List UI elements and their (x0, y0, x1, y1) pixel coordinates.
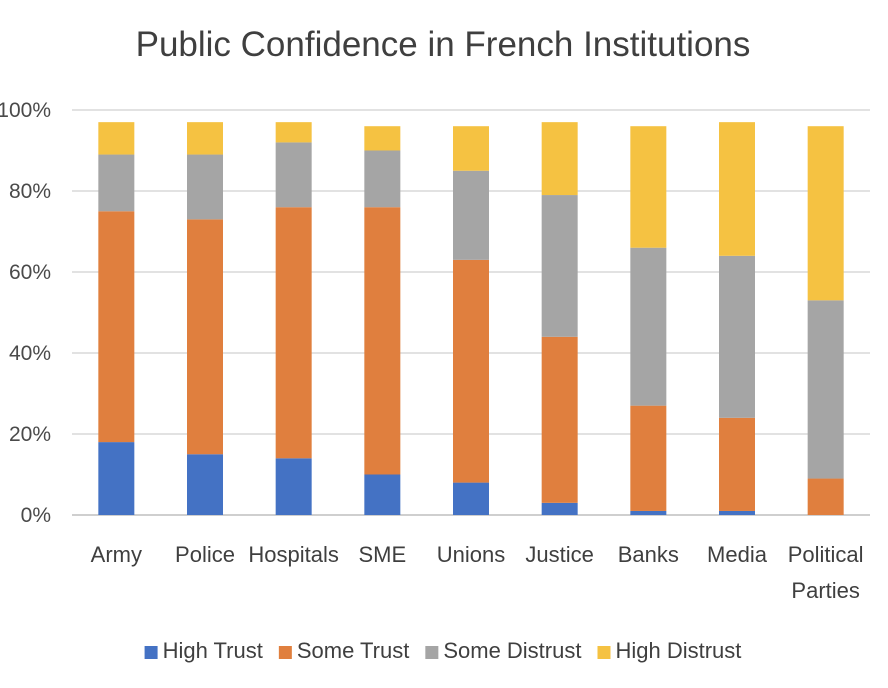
bars (98, 122, 844, 515)
y-tick-label: 20% (9, 423, 51, 446)
bar-hospitals-some-trust (275, 207, 312, 459)
bar-media-high-distrust (719, 122, 755, 256)
bar-police-high-trust (187, 454, 223, 515)
bar-unions-some-distrust (453, 170, 489, 260)
y-tick-label: 100% (0, 99, 51, 122)
legend-swatch-high-trust (144, 646, 158, 659)
category-label: Army (91, 542, 142, 567)
bar-banks-some-trust (630, 405, 667, 511)
legend-swatch-some-distrust (425, 646, 439, 659)
category-label: Justice (525, 542, 593, 567)
bar-police-some-trust (187, 219, 223, 455)
category-label: Unions (437, 542, 505, 567)
category-label: Banks (618, 542, 679, 567)
bar-political-parties-high-distrust (807, 126, 844, 301)
bar-hospitals-high-trust (275, 458, 312, 515)
bar-army-high-trust (98, 442, 135, 515)
bar-unions-high-distrust (453, 126, 489, 171)
category-label: Parties (791, 578, 859, 603)
bar-media-high-trust (719, 510, 755, 515)
chart-title: Public Confidence in French Institutions (136, 25, 751, 64)
bar-media-some-trust (719, 417, 755, 511)
bar-political-parties-some-distrust (807, 300, 844, 479)
bar-sme-high-distrust (364, 126, 401, 151)
bar-hospitals-some-distrust (275, 142, 312, 208)
legend-swatch-high-distrust (597, 646, 611, 659)
legend-label-high-trust: High Trust (163, 638, 263, 663)
bar-justice-high-distrust (541, 122, 578, 196)
bar-sme-high-trust (364, 474, 401, 515)
y-tick-label: 0% (21, 504, 51, 527)
bar-justice-high-trust (541, 502, 578, 515)
bar-police-high-distrust (187, 122, 223, 155)
bar-political-parties-some-trust (807, 478, 844, 515)
bar-justice-some-distrust (541, 195, 578, 337)
y-tick-label: 40% (9, 342, 51, 365)
bar-sme-some-distrust (364, 150, 401, 208)
y-tick-label: 80% (9, 180, 51, 203)
y-axis-tick-labels: 0% 20% 40% 60% 80% 100% (0, 99, 51, 527)
bar-banks-high-distrust (630, 126, 667, 248)
bar-hospitals-high-distrust (275, 122, 312, 143)
category-label: Political (788, 542, 864, 567)
bar-army-some-trust (98, 211, 135, 443)
bar-justice-some-trust (541, 336, 578, 503)
bar-media-some-distrust (719, 255, 755, 418)
bar-sme-some-trust (364, 207, 401, 475)
category-label: Hospitals (248, 542, 338, 567)
category-label: Police (175, 542, 235, 567)
category-labels: Army Police Hospitals SME Unions Justice Banks… (91, 542, 864, 603)
bar-police-some-distrust (187, 154, 223, 220)
legend-label-high-distrust: High Distrust (615, 638, 741, 663)
bar-unions-some-trust (453, 259, 489, 483)
bar-banks-some-distrust (630, 247, 667, 406)
bar-unions-high-trust (453, 482, 489, 515)
legend: High Trust Some Trust Some Distrust High Di… (144, 638, 741, 663)
y-tick-label: 60% (9, 261, 51, 284)
category-label: SME (358, 542, 406, 567)
legend-label-some-distrust: Some Distrust (443, 638, 581, 663)
legend-swatch-some-trust (278, 646, 292, 659)
legend-label-some-trust: Some Trust (297, 638, 409, 663)
category-label: Media (707, 542, 768, 567)
bar-army-some-distrust (98, 154, 135, 212)
bar-army-high-distrust (98, 122, 135, 155)
bar-banks-high-trust (630, 510, 667, 515)
